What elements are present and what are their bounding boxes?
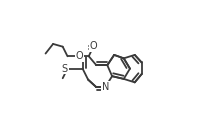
Text: O: O (89, 41, 97, 51)
Text: N: N (101, 82, 108, 92)
Text: O: O (75, 51, 83, 61)
Text: S: S (61, 64, 68, 74)
